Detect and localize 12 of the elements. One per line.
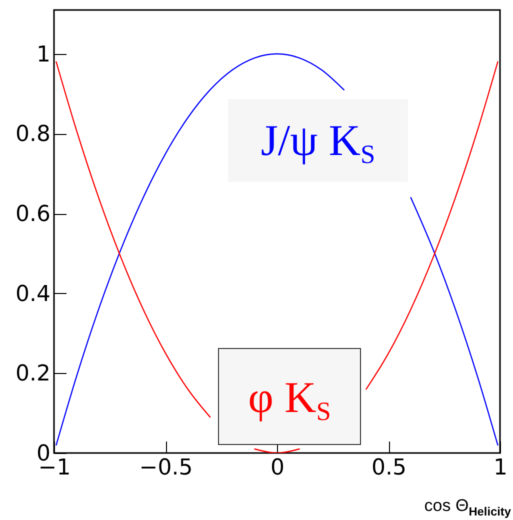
x-tick-label: 0.5 — [372, 456, 406, 480]
series-label: J/ψ K$_{S}$ — [228, 99, 408, 182]
y-tick-label: 1 — [36, 42, 50, 68]
x-tick-label: −0.5 — [139, 456, 193, 480]
y-tick-label: 0.2 — [16, 362, 50, 387]
x-tick-label: 0 — [270, 456, 284, 480]
y-tick-label: 0.4 — [16, 282, 50, 307]
series-label: φ K$_{S}$ — [218, 348, 361, 445]
y-tick-label: 0.6 — [16, 202, 50, 228]
x-tick-label: 1 — [494, 456, 508, 480]
x-axis-title: cos Θ$_{Helicity}$ — [424, 496, 511, 518]
y-tick-label: 0.8 — [16, 122, 50, 148]
